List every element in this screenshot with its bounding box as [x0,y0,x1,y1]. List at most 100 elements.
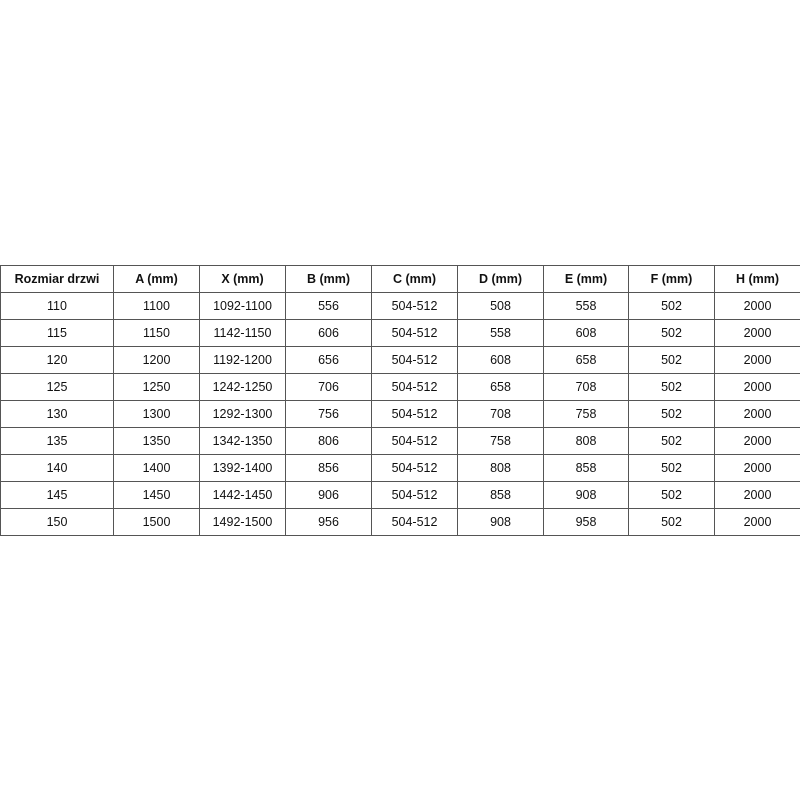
table-cell: 956 [285,508,372,536]
table-cell: 135 [0,427,114,455]
table-cell: 502 [628,346,715,374]
table-cell: 1200 [113,346,200,374]
table-cell: 958 [543,508,629,536]
table-cell: 1350 [113,427,200,455]
table-cell: 504-512 [371,508,458,536]
column-header: C (mm) [371,265,458,293]
table-cell: 1400 [113,454,200,482]
table-row: 135 1350 1342-1350 806 504-512 758 808 502 2000 [0,427,800,455]
table-row: 120 1200 1192-1200 656 504-512 608 658 502 2000 [0,346,800,374]
table-cell: 806 [285,427,372,455]
table-cell: 2000 [714,508,800,536]
table-cell: 504-512 [371,454,458,482]
table-cell: 140 [0,454,114,482]
column-header: F (mm) [628,265,715,293]
table-row: 125 1250 1242-1250 706 504-512 658 708 502 2000 [0,373,800,401]
table-cell: 508 [457,292,544,320]
table-cell: 504-512 [371,319,458,347]
table-cell: 1092-1100 [199,292,286,320]
table-cell: 1250 [113,373,200,401]
table-cell: 558 [457,319,544,347]
table-cell: 1392-1400 [199,454,286,482]
column-header: B (mm) [285,265,372,293]
table-cell: 2000 [714,292,800,320]
table-cell: 906 [285,481,372,509]
table-cell: 504-512 [371,292,458,320]
table-cell: 1500 [113,508,200,536]
table-cell: 706 [285,373,372,401]
table-cell: 2000 [714,481,800,509]
column-header: H (mm) [714,265,800,293]
table-cell: 2000 [714,427,800,455]
table-cell: 502 [628,481,715,509]
table-cell: 2000 [714,454,800,482]
table-cell: 502 [628,292,715,320]
table-cell: 110 [0,292,114,320]
table-cell: 606 [285,319,372,347]
table-cell: 1100 [113,292,200,320]
table-cell: 558 [543,292,629,320]
table-cell: 608 [543,319,629,347]
table-row: 115 1150 1142-1150 606 504-512 558 608 502 2000 [0,319,800,347]
table-cell: 504-512 [371,481,458,509]
table-cell: 130 [0,400,114,428]
table-body: 110 1100 1092-1100 556 504-512 508 558 502 2000 1… [0,292,800,536]
table-row: 130 1300 1292-1300 756 504-512 708 758 502 2000 [0,400,800,428]
table-cell: 1492-1500 [199,508,286,536]
dimensions-table: Rozmiar drzwi A (mm) X (mm) B (mm) C (mm) D (… [0,265,800,536]
table-cell: 908 [543,481,629,509]
table-cell: 150 [0,508,114,536]
table-cell: 658 [457,373,544,401]
column-header: D (mm) [457,265,544,293]
table-cell: 502 [628,508,715,536]
column-header: X (mm) [199,265,286,293]
table-cell: 708 [543,373,629,401]
table-cell: 1300 [113,400,200,428]
table-cell: 504-512 [371,400,458,428]
table-cell: 1192-1200 [199,346,286,374]
table-cell: 658 [543,346,629,374]
table-cell: 808 [543,427,629,455]
table-cell: 1292-1300 [199,400,286,428]
table-cell: 502 [628,400,715,428]
table-cell: 125 [0,373,114,401]
table-cell: 908 [457,508,544,536]
table-cell: 502 [628,427,715,455]
table-cell: 2000 [714,346,800,374]
table-cell: 2000 [714,373,800,401]
header-row: Rozmiar drzwi A (mm) X (mm) B (mm) C (mm) D (… [0,265,800,293]
table-cell: 502 [628,454,715,482]
table-cell: 1142-1150 [199,319,286,347]
table-cell: 758 [457,427,544,455]
table-cell: 115 [0,319,114,347]
table-cell: 502 [628,373,715,401]
table-cell: 556 [285,292,372,320]
table-cell: 145 [0,481,114,509]
table-cell: 504-512 [371,427,458,455]
column-header: A (mm) [113,265,200,293]
table-cell: 1442-1450 [199,481,286,509]
table-cell: 1242-1250 [199,373,286,401]
table-cell: 656 [285,346,372,374]
table-cell: 858 [543,454,629,482]
table-cell: 1342-1350 [199,427,286,455]
table-cell: 1150 [113,319,200,347]
table-cell: 504-512 [371,346,458,374]
table-cell: 120 [0,346,114,374]
table-cell: 502 [628,319,715,347]
column-header: Rozmiar drzwi [0,265,114,293]
table-row: 145 1450 1442-1450 906 504-512 858 908 502 2000 [0,481,800,509]
table-cell: 856 [285,454,372,482]
table-cell: 756 [285,400,372,428]
table-cell: 2000 [714,400,800,428]
table-row: 140 1400 1392-1400 856 504-512 808 858 502 2000 [0,454,800,482]
table-cell: 758 [543,400,629,428]
table-cell: 858 [457,481,544,509]
table-row: 110 1100 1092-1100 556 504-512 508 558 502 2000 [0,292,800,320]
table-cell: 608 [457,346,544,374]
table-cell: 708 [457,400,544,428]
table-row: 150 1500 1492-1500 956 504-512 908 958 502 2000 [0,508,800,536]
table-cell: 2000 [714,319,800,347]
table-cell: 504-512 [371,373,458,401]
column-header: E (mm) [543,265,629,293]
